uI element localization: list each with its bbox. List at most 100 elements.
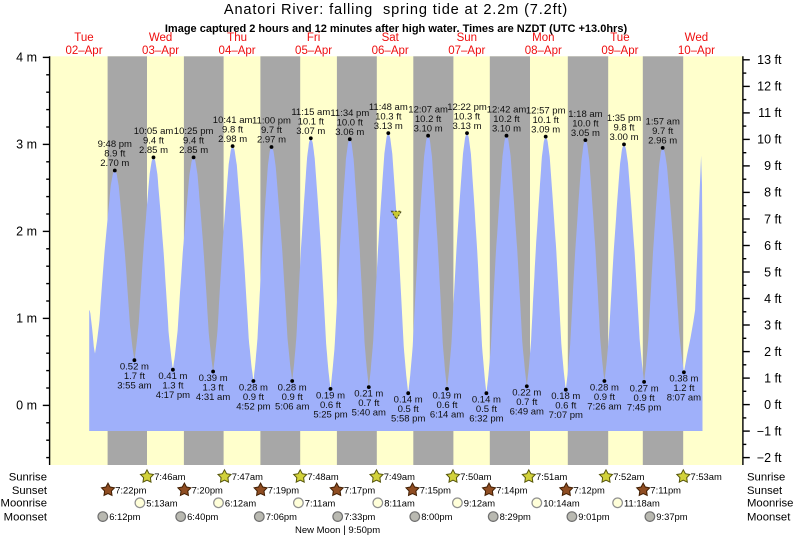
svg-text:7:14pm: 7:14pm [496,485,527,496]
svg-text:0.5 ft: 0.5 ft [398,404,419,415]
svg-text:0.14 m: 0.14 m [394,395,423,406]
svg-text:Moonrise: Moonrise [1,498,47,510]
svg-text:05–Apr: 05–Apr [295,45,332,57]
svg-text:1 m: 1 m [16,312,37,326]
svg-text:6:14 am: 6:14 am [430,409,464,420]
svg-text:Fri: Fri [307,32,320,44]
svg-text:2.70 m: 2.70 m [100,158,129,169]
svg-text:7:19pm: 7:19pm [268,485,299,496]
svg-text:10.1 ft: 10.1 ft [532,115,559,126]
svg-text:7:26 am: 7:26 am [587,401,621,412]
svg-text:0.28 m: 0.28 m [278,382,307,393]
svg-text:03–Apr: 03–Apr [142,45,179,57]
svg-text:4:31 am: 4:31 am [196,392,230,403]
svg-text:7:06pm: 7:06pm [266,511,297,522]
svg-text:10:41 am: 10:41 am [213,115,253,126]
svg-text:2.96 m: 2.96 m [648,136,677,147]
svg-text:0.22 m: 0.22 m [512,388,541,399]
svg-text:12:57 pm: 12:57 pm [526,105,566,116]
svg-text:Anatori River: falling spring: Anatori River: falling spring tide at 2.… [224,2,568,18]
svg-text:−2 ft: −2 ft [757,451,782,465]
svg-text:6:12am: 6:12am [225,497,256,508]
svg-text:4:17 pm: 4:17 pm [156,390,190,401]
svg-text:10.3 ft: 10.3 ft [454,111,481,122]
svg-text:5:58 pm: 5:58 pm [391,414,425,425]
svg-text:4 m: 4 m [16,51,37,65]
svg-text:7:47am: 7:47am [232,471,263,482]
svg-text:8:00pm: 8:00pm [421,511,452,522]
svg-text:0.27 m: 0.27 m [630,383,659,394]
svg-text:10.2 ft: 10.2 ft [415,114,442,125]
svg-text:3.07 m: 3.07 m [296,126,325,137]
svg-text:1.3 ft: 1.3 ft [203,382,224,393]
svg-text:7:17pm: 7:17pm [344,485,375,496]
svg-text:0.52 m: 0.52 m [120,362,149,373]
svg-text:7:45 pm: 7:45 pm [627,402,661,413]
svg-text:2.98 m: 2.98 m [218,134,247,145]
svg-text:04–Apr: 04–Apr [219,45,256,57]
svg-text:3.13 m: 3.13 m [452,121,481,132]
svg-text:13 ft: 13 ft [757,53,782,67]
svg-text:10:05 am: 10:05 am [134,126,174,137]
svg-text:Sunset: Sunset [747,485,783,497]
svg-text:0.9 ft: 0.9 ft [634,393,655,404]
svg-text:06–Apr: 06–Apr [372,45,409,57]
svg-text:11 ft: 11 ft [758,106,782,120]
svg-text:7:12pm: 7:12pm [574,485,605,496]
svg-text:Thu: Thu [227,32,247,44]
svg-text:9.7 ft: 9.7 ft [652,126,673,137]
svg-text:08–Apr: 08–Apr [525,45,562,57]
svg-text:7:33pm: 7:33pm [344,511,375,522]
svg-text:7:53am: 7:53am [691,471,722,482]
svg-text:7:51am: 7:51am [536,471,567,482]
svg-text:0.5 ft: 0.5 ft [476,404,497,415]
svg-text:Sunrise: Sunrise [9,472,47,484]
svg-text:Image captured 2 hours and 12: Image captured 2 hours and 12 minutes af… [165,23,628,35]
svg-text:0.6 ft: 0.6 ft [436,400,457,411]
svg-text:10.0 ft: 10.0 ft [572,118,599,129]
svg-text:3.06 m: 3.06 m [335,127,364,138]
svg-text:3.00 m: 3.00 m [609,132,638,143]
svg-text:02–Apr: 02–Apr [65,45,102,57]
svg-text:5:25 pm: 5:25 pm [313,409,347,420]
svg-text:7:52am: 7:52am [613,471,644,482]
svg-text:0 m: 0 m [16,399,37,413]
svg-text:9.8 ft: 9.8 ft [613,123,634,134]
svg-text:12:42 am: 12:42 am [487,104,527,115]
svg-text:5:06 am: 5:06 am [275,401,309,412]
svg-text:1:18 am: 1:18 am [568,109,602,120]
svg-text:Tue: Tue [74,32,93,44]
svg-text:7:22pm: 7:22pm [115,485,146,496]
svg-text:10–Apr: 10–Apr [678,45,715,57]
svg-text:7:48am: 7:48am [307,471,338,482]
svg-text:8.9 ft: 8.9 ft [104,149,125,160]
svg-text:7:49am: 7:49am [384,471,415,482]
svg-text:0.19 m: 0.19 m [432,390,461,401]
svg-text:0.6 ft: 0.6 ft [320,400,341,411]
svg-text:9 ft: 9 ft [764,159,782,173]
svg-text:10.1 ft: 10.1 ft [298,117,325,128]
svg-text:5 ft: 5 ft [764,265,782,279]
svg-text:8:29pm: 8:29pm [500,511,531,522]
svg-text:1.3 ft: 1.3 ft [162,381,183,392]
svg-text:2.85 m: 2.85 m [139,145,168,156]
svg-text:Tue: Tue [610,32,629,44]
svg-text:Sunset: Sunset [12,485,48,497]
svg-text:Moonset: Moonset [4,512,48,524]
svg-text:0.19 m: 0.19 m [316,390,345,401]
svg-text:5:13am: 5:13am [146,497,177,508]
svg-text:0.18 m: 0.18 m [551,391,580,402]
svg-text:2.85 m: 2.85 m [179,145,208,156]
svg-text:Moonset: Moonset [747,512,791,524]
svg-text:10.2 ft: 10.2 ft [493,114,520,125]
svg-text:Sun: Sun [457,32,477,44]
svg-text:0.38 m: 0.38 m [669,374,698,385]
svg-text:7:15pm: 7:15pm [420,485,451,496]
svg-text:0.28 m: 0.28 m [239,382,268,393]
svg-text:9:12am: 9:12am [464,497,495,508]
svg-text:6:40pm: 6:40pm [187,511,218,522]
svg-text:0.39 m: 0.39 m [199,373,228,384]
svg-text:1.7 ft: 1.7 ft [124,371,145,382]
svg-text:Mon: Mon [532,32,554,44]
svg-text:Moonrise: Moonrise [747,498,793,510]
